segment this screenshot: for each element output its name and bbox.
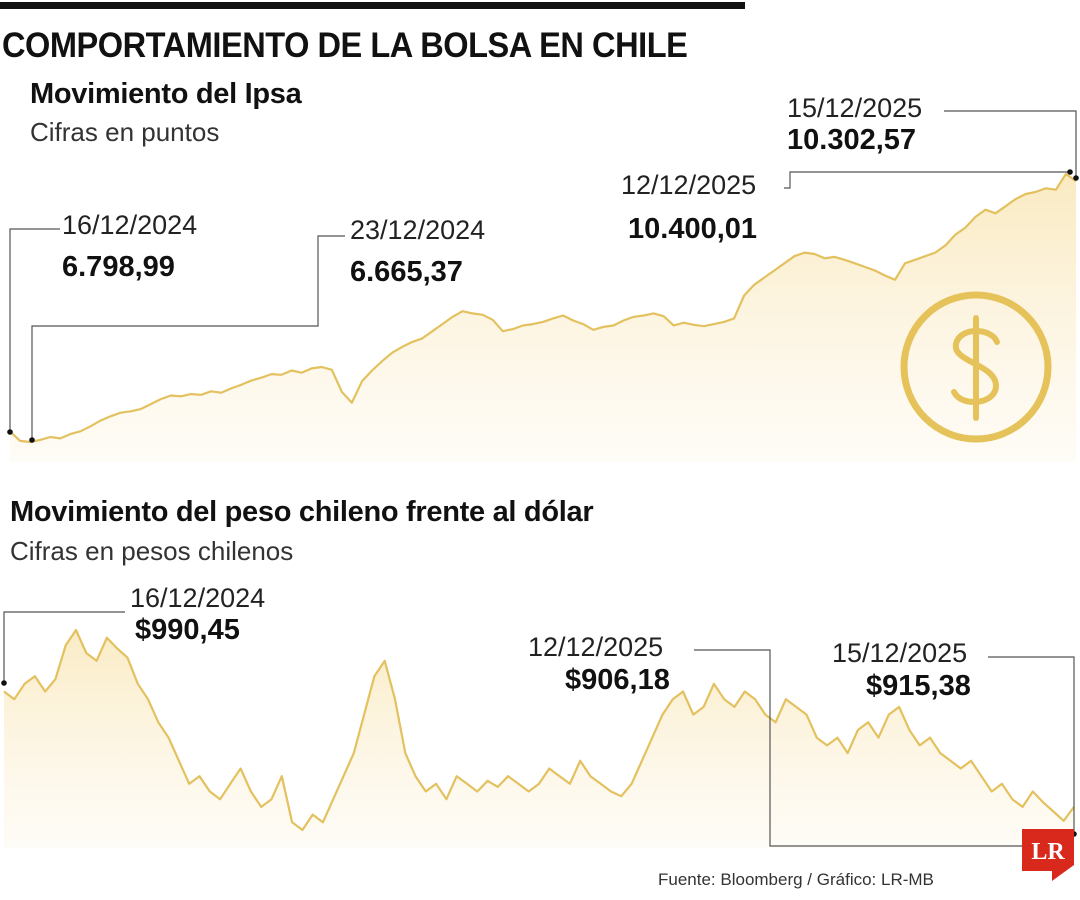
source-credit: Fuente: Bloomberg / Gráfico: LR-MB [658, 870, 934, 889]
ipsa-annotation-value-2: 6.665,37 [350, 256, 463, 288]
ipsa-annotation-date-3: 12/12/2025 [621, 170, 757, 200]
ipsa-annotation-date-4: 15/12/2025 [787, 93, 923, 123]
peso-annotation-date-3: 15/12/2025 [832, 638, 968, 668]
leader-ipsa-3 [784, 171, 1070, 189]
ipsa-annotation-value-3: 10.400,01 [628, 213, 758, 245]
marker-ipsa-2 [29, 437, 35, 443]
ipsa-series-line [9, 172, 1077, 444]
ipsa-chart-subtitle: Cifras en puntos [30, 117, 220, 147]
logo-text: LR [1031, 839, 1065, 865]
leader-ipsa-4 [944, 110, 1077, 176]
peso-annotation-date-1: 16/12/2024 [130, 583, 266, 613]
peso-series-line [3, 628, 1075, 832]
peso-annotation-date-2: 12/12/2025 [528, 632, 664, 662]
ipsa-annotation-date-1: 16/12/2024 [62, 210, 198, 240]
peso-chart-subtitle: Cifras en pesos chilenos [10, 536, 294, 566]
page-title: COMPORTAMIENTO DE LA BOLSA EN CHILE [2, 26, 688, 65]
ipsa-annotation-value-4: 10.302,57 [787, 124, 917, 156]
peso-annotation-value-3: $915,38 [866, 670, 971, 702]
leader-ipsa-1 [9, 228, 60, 432]
ipsa-chart-title: Movimiento del Ipsa [30, 78, 302, 110]
dollar-icon [900, 291, 1052, 443]
marker-ipsa-3 [1067, 169, 1073, 175]
leader-peso-1 [3, 611, 125, 683]
leader-peso-3 [988, 656, 1075, 833]
marker-peso-1 [1, 680, 7, 686]
ipsa-annotation-value-1: 6.798,99 [62, 251, 175, 283]
leader-ipsa-2 [31, 235, 345, 440]
ipsa-leader-lines [9, 110, 1077, 440]
top-rule [0, 2, 745, 9]
lr-logo: LR [1022, 829, 1074, 881]
ipsa-area-fill [10, 174, 1076, 462]
ipsa-annotation-date-2: 23/12/2024 [350, 215, 486, 245]
peso-annotation-value-1: $990,45 [135, 614, 240, 646]
marker-ipsa-4 [1073, 175, 1079, 181]
peso-area-fill [4, 630, 1074, 848]
marker-ipsa-1 [7, 429, 13, 435]
peso-annotation-value-2: $906,18 [565, 664, 670, 696]
peso-chart-title: Movimiento del peso chileno frente al dó… [10, 496, 594, 528]
